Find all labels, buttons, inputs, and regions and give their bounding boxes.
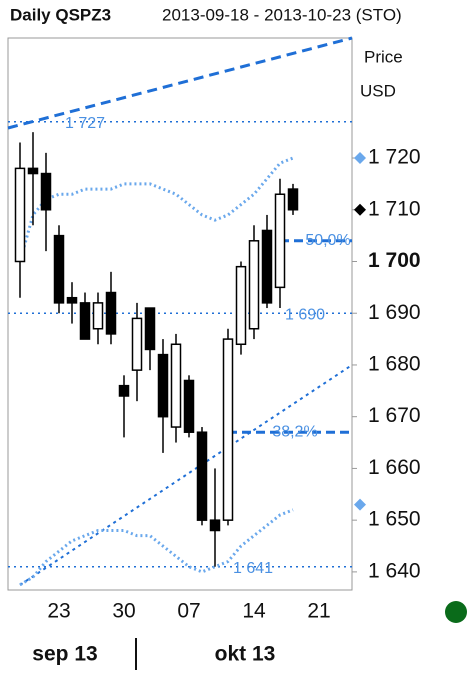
y-tick-label: 1 680 bbox=[368, 353, 421, 376]
candle-body bbox=[40, 172, 52, 211]
month-label: sep 13 bbox=[32, 643, 97, 666]
x-tick-label: 23 bbox=[47, 600, 70, 623]
y-tick-label: 1 710 bbox=[368, 197, 421, 220]
candle-body bbox=[170, 343, 182, 428]
y-tick-label: 1 650 bbox=[368, 508, 421, 531]
y-axis-label: Price bbox=[364, 47, 403, 66]
level-label: 1 641 bbox=[233, 560, 273, 577]
x-tick-label: 14 bbox=[242, 600, 266, 623]
level-label: 1 727 bbox=[65, 115, 105, 132]
trend-line bbox=[7, 36, 353, 130]
candle-body bbox=[92, 302, 104, 330]
candle-body bbox=[183, 379, 195, 433]
y-tick-label: 1 700 bbox=[368, 249, 421, 272]
axis-marker bbox=[354, 498, 366, 511]
axis-marker bbox=[354, 203, 366, 216]
x-tick-label: 21 bbox=[307, 600, 330, 623]
candle-body bbox=[144, 307, 156, 351]
candle-body bbox=[196, 431, 208, 521]
candle-body bbox=[53, 234, 65, 304]
candle-body bbox=[14, 167, 26, 263]
level-label: 50,0% bbox=[305, 232, 350, 249]
candle-body bbox=[248, 240, 260, 330]
candle-body bbox=[66, 296, 78, 304]
y-tick-label: 1 670 bbox=[368, 404, 421, 427]
trend-line bbox=[19, 364, 353, 586]
candle-body bbox=[222, 338, 234, 521]
y-tick-label: 1 640 bbox=[368, 559, 421, 582]
candle-body bbox=[261, 229, 273, 304]
x-tick-label: 07 bbox=[177, 600, 200, 623]
candle-body bbox=[105, 291, 117, 335]
level-label: 38,2% bbox=[272, 423, 317, 440]
candle-body bbox=[118, 384, 130, 397]
candle-body bbox=[157, 353, 169, 418]
candle-body bbox=[79, 302, 91, 340]
axis-marker bbox=[354, 152, 366, 165]
y-axis-unit: USD bbox=[360, 81, 396, 100]
month-label: okt 13 bbox=[215, 643, 276, 666]
x-tick-label: 30 bbox=[112, 600, 135, 623]
chart-subtitle: 2013-09-18 - 2013-10-23 (STO) bbox=[162, 5, 402, 24]
candle-body bbox=[131, 317, 143, 371]
status-indicator bbox=[445, 601, 467, 623]
plot-frame bbox=[7, 37, 353, 591]
candle-body bbox=[287, 188, 299, 211]
y-tick-label: 1 720 bbox=[368, 146, 421, 169]
y-tick-label: 1 660 bbox=[368, 456, 421, 479]
chart-title: Daily QSPZ3 bbox=[10, 5, 111, 24]
candle-body bbox=[235, 265, 247, 346]
candle-body bbox=[274, 193, 286, 289]
y-tick-label: 1 690 bbox=[368, 301, 421, 324]
candle-body bbox=[209, 519, 221, 532]
band-line bbox=[19, 508, 294, 587]
candle-body bbox=[27, 167, 39, 175]
level-label: 1 690 bbox=[285, 306, 325, 323]
